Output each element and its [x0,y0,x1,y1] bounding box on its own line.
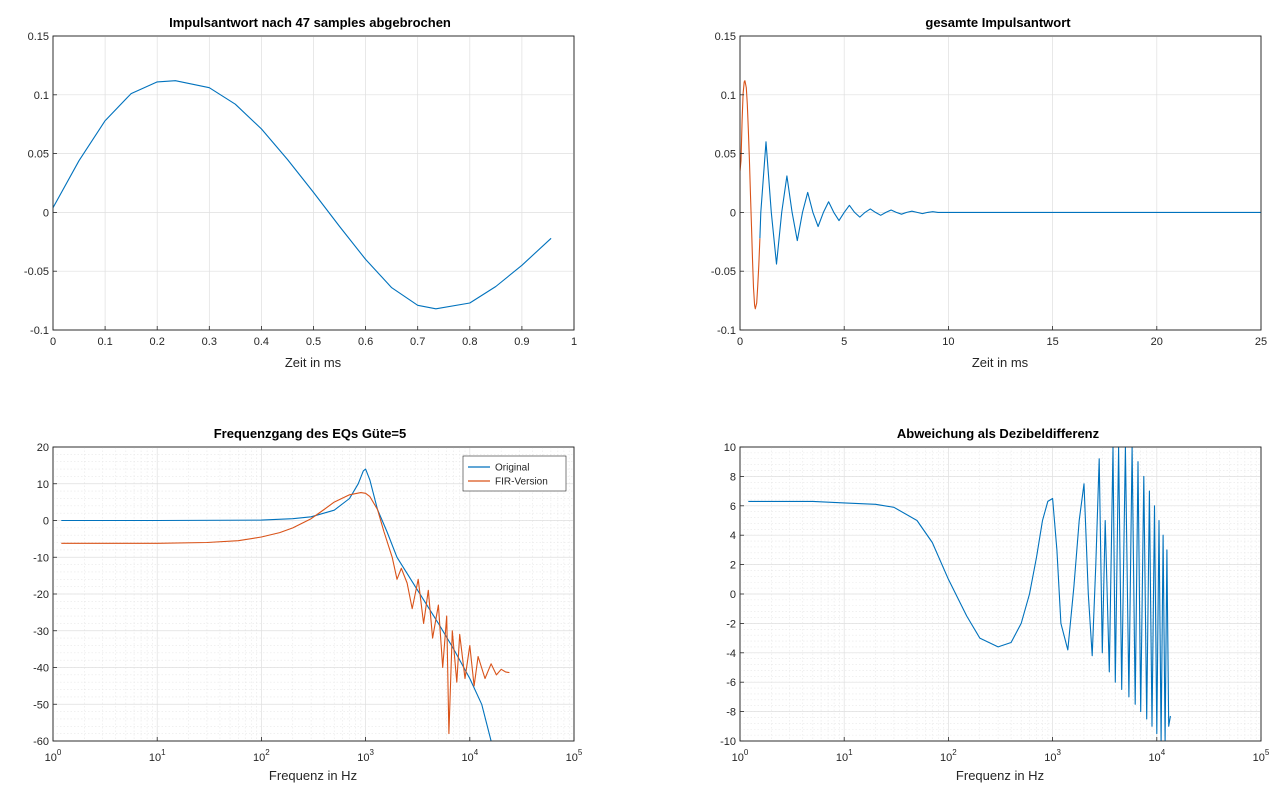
legend-entry: FIR-Version [495,477,548,488]
y-tick-label: 0.05 [28,149,49,161]
plot-area: -10 -8 -6 -4 -2 0 2 4 6 8 10 100 101 102 103 104 105 [720,442,1270,764]
series-group [748,447,1171,741]
x-tick-label: 100 [45,748,62,764]
plot-frequency-response: -60 -50 -40 -30 -20 -10 0 10 20 100 101 102 103 104 10… [33,426,583,783]
x-tick-label: 101 [836,748,853,764]
y-tick-label: 0.15 [715,31,736,43]
series-line-main [53,80,552,310]
x-tick-label: 105 [566,748,583,764]
y-tick-label: 20 [37,442,49,454]
x-tick-label: 0.2 [150,336,165,348]
x-tick-label: 1 [571,336,577,348]
y-tick-label: 0 [43,516,49,528]
y-tick-label: -30 [33,626,49,638]
y-tick-label: -4 [726,648,736,660]
x-tick-label: 0.3 [202,336,217,348]
legend-entry: Original [495,463,529,474]
plot-impulse-truncated: -0.1 -0.05 0 0.05 0.1 0.15 0 0.1 0.2 0.3 0.4 0.5 0.6… [24,15,577,370]
y-tick-label: -6 [726,677,736,689]
y-tick-label: 0.05 [715,149,736,161]
x-tick-label: 0.6 [358,336,373,348]
series-line-original [61,468,492,741]
x-tick-label: 101 [149,748,166,764]
y-tick-label: 2 [730,560,736,572]
x-tick-label: 0 [50,336,56,348]
x-axis-label: Zeit in ms [285,355,342,370]
y-tick-label: 8 [730,471,736,483]
x-tick-label: 0.1 [97,336,112,348]
x-tick-label: 103 [1044,748,1061,764]
x-tick-label: 102 [253,748,270,764]
x-tick-label: 105 [1253,748,1270,764]
y-tick-label: 10 [724,442,736,454]
y-tick-label: 6 [730,501,736,513]
y-tick-label: 0 [730,207,736,219]
plot-area: -60 -50 -40 -30 -20 -10 0 10 20 100 101 102 103 104 10… [33,442,583,764]
x-tick-label: 0.7 [410,336,425,348]
x-tick-label: 102 [940,748,957,764]
x-tick-label: 104 [1148,748,1165,764]
x-axis-label: Zeit in ms [972,355,1029,370]
y-tick-label: 0 [730,589,736,601]
x-tick-label: 0.4 [254,336,269,348]
x-tick-label: 103 [357,748,374,764]
y-tick-label: 4 [730,530,736,542]
x-tick-label: 0.5 [306,336,321,348]
y-tick-label: -50 [33,699,49,711]
y-tick-label: -2 [726,618,736,630]
y-tick-label: -10 [720,736,736,748]
series-group [53,80,552,310]
x-tick-label: 0 [737,336,743,348]
y-tick-label: -0.1 [30,325,49,337]
series-group [61,468,510,741]
x-tick-label: 104 [461,748,478,764]
x-tick-label: 100 [732,748,749,764]
y-tick-label: -8 [726,707,736,719]
legend: Original FIR-Version [462,455,567,492]
series-line-main [759,141,1261,265]
chart-title: gesamte Impulsantwort [925,15,1071,30]
plot-db-difference: -10 -8 -6 -4 -2 0 2 4 6 8 10 100 101 102 103 104 105 Abwe… [720,426,1270,783]
plot-area: -0.1 -0.05 0 0.05 0.1 0.15 0 5 10 15 20 25 [711,31,1267,348]
series-group [740,80,1261,310]
x-tick-label: 10 [942,336,954,348]
plot-impulse-full: -0.1 -0.05 0 0.05 0.1 0.15 0 5 10 15 20 25 gesamte I… [711,15,1267,370]
axes-box [739,35,1262,331]
x-tick-label: 5 [841,336,847,348]
x-axis-label: Frequenz in Hz [956,768,1044,783]
chart-title: Impulsantwort nach 47 samples abgebroche… [169,15,451,30]
y-tick-label: 0.15 [28,31,49,43]
y-tick-label: -40 [33,663,49,675]
plot-area: -0.1 -0.05 0 0.05 0.1 0.15 0 0.1 0.2 0.3 0.4 0.5 0.6… [24,31,577,348]
y-tick-label: 10 [37,479,49,491]
y-tick-label: -0.1 [717,325,736,337]
chart-title: Frequenzgang des EQs Güte=5 [214,426,407,441]
x-tick-label: 20 [1151,336,1163,348]
series-line-fir-version [61,492,510,735]
y-tick-label: 0.1 [721,90,736,102]
x-tick-label: 0.9 [514,336,529,348]
series-line-main [748,447,1171,741]
y-tick-label: -20 [33,589,49,601]
series-line-main [740,80,761,310]
y-tick-label: 0.1 [34,90,49,102]
x-tick-label: 15 [1046,336,1058,348]
axes-frame [739,35,1262,331]
legend-box [462,455,567,492]
y-tick-label: -60 [33,736,49,748]
y-tick-label: -0.05 [711,266,736,278]
y-tick-label: 0 [43,207,49,219]
y-tick-label: -10 [33,552,49,564]
y-tick-label: -0.05 [24,266,49,278]
x-tick-label: 25 [1255,336,1267,348]
x-axis-label: Frequenz in Hz [269,768,357,783]
x-tick-label: 0.8 [462,336,477,348]
chart-title: Abweichung als Dezibeldifferenz [897,426,1100,441]
